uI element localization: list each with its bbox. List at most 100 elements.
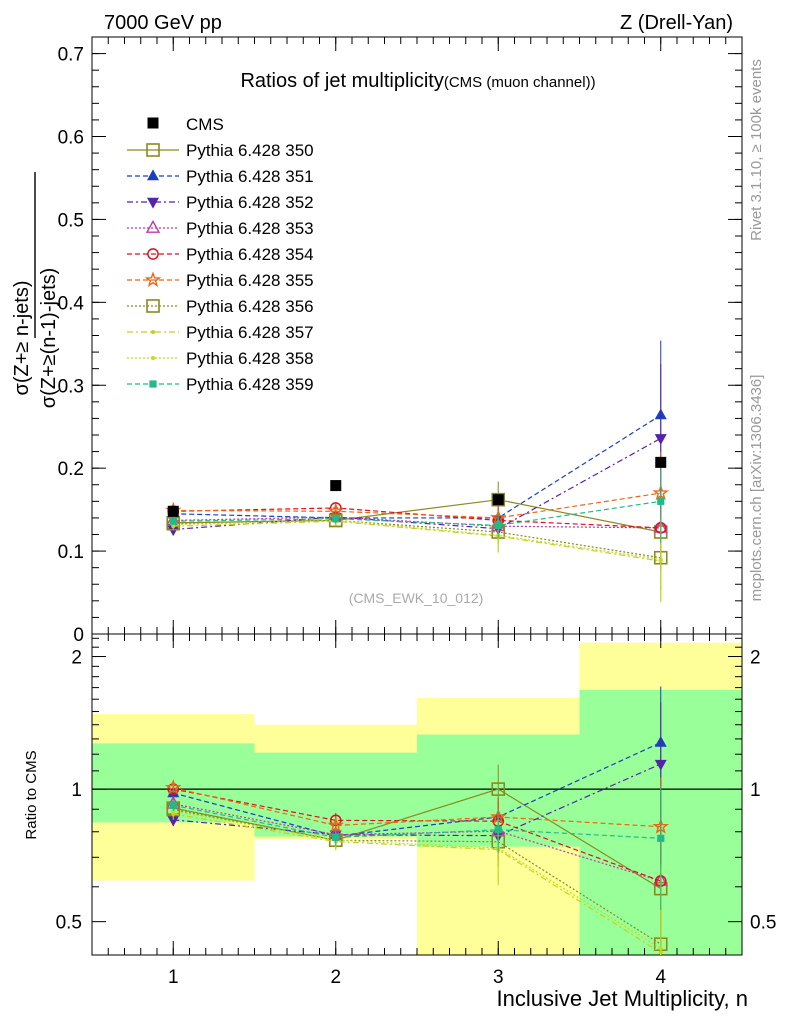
series-point <box>658 557 663 562</box>
cms-data <box>167 456 667 517</box>
ytick-label: 0.4 <box>58 293 85 314</box>
cms-point <box>167 505 179 517</box>
ratio-bands <box>92 642 742 955</box>
ytick-label: 0.6 <box>58 128 84 149</box>
series-line <box>173 516 661 529</box>
legend-label-cms: CMS <box>186 115 224 134</box>
ratio-series-line <box>173 788 662 890</box>
cms-point <box>492 494 504 506</box>
legend-label: Pythia 6.428 354 <box>186 245 314 264</box>
main-series <box>165 340 669 603</box>
ratio-point <box>658 946 663 951</box>
ratio-point <box>169 801 177 809</box>
series-8 <box>171 515 663 601</box>
ratio-point <box>657 834 665 842</box>
legend-marker-cms <box>147 117 159 129</box>
ytick-label: 0.5 <box>58 210 84 231</box>
legend-marker <box>145 219 161 233</box>
ratio-point <box>332 833 340 842</box>
ratio-ytick-label: 2 <box>71 648 82 669</box>
legend-label: Pythia 6.428 356 <box>186 297 314 316</box>
legend-label: Pythia 6.428 358 <box>186 349 314 368</box>
series-point <box>654 434 667 445</box>
rivet-label: Rivet 3.1.10, ≥ 100k events <box>748 59 765 241</box>
ytick-label: 0.1 <box>58 542 84 563</box>
legend-marker <box>151 356 155 360</box>
mcplots-label: mcplots.cern.ch [arXiv:1306.3436] <box>748 375 765 602</box>
series-6 <box>166 513 668 591</box>
ratio-ytick-label-right: 0.5 <box>750 913 776 934</box>
ratio-series-9 <box>169 786 665 911</box>
ratio-series <box>165 686 669 955</box>
chart-title-main: Ratios of jet multiplicity <box>240 70 443 92</box>
ratio-ytick-label: 0.5 <box>56 913 82 934</box>
series-line <box>173 520 661 562</box>
ratio-series-line <box>173 803 661 882</box>
ratio-ytick-label-right: 1 <box>750 780 761 801</box>
cms-point <box>655 456 667 468</box>
ratio-point <box>654 759 667 771</box>
ytick-label: 0.2 <box>58 459 84 480</box>
cms-point <box>330 480 342 492</box>
series-9 <box>169 459 665 543</box>
ratio-point <box>167 815 180 827</box>
legend-label: Pythia 6.428 355 <box>186 271 314 290</box>
legend-marker <box>147 248 159 260</box>
xtick-label: 4 <box>655 967 666 988</box>
legend-marker <box>144 271 162 287</box>
legend-label: Pythia 6.428 357 <box>186 323 314 342</box>
ratio-ylabel: Ratio to CMS <box>23 750 40 839</box>
series-line <box>173 519 661 559</box>
ratio-ytick-label-right: 2 <box>750 648 761 669</box>
series-line <box>173 500 661 526</box>
ratio-point <box>494 826 502 834</box>
analysis-watermark: (CMS_EWK_10_012) <box>349 590 484 606</box>
legend-label: Pythia 6.428 350 <box>186 141 314 160</box>
legend-label: Pythia 6.428 359 <box>186 375 314 394</box>
header-left: 7000 GeV pp <box>104 12 222 34</box>
ratio-series-line <box>173 787 661 828</box>
series-1 <box>167 340 667 531</box>
series-line <box>173 492 661 519</box>
main-axes: 0 0.1 0.2 0.3 0.4 0.5 0.6 0.7 <box>58 36 743 646</box>
legend-marker <box>147 169 159 181</box>
ratio-point <box>165 779 182 795</box>
legend-label: Pythia 6.428 352 <box>186 193 314 212</box>
ratio-series-line <box>173 813 662 954</box>
series-line <box>173 519 661 560</box>
ratio-series-line <box>173 742 661 837</box>
ratio-series-line <box>173 804 661 839</box>
legend-marker <box>151 330 155 334</box>
xtick-label: 3 <box>493 967 504 988</box>
ytick-label: 0.7 <box>58 45 84 66</box>
series-point <box>494 521 502 529</box>
ytick-label: 0.3 <box>58 376 84 397</box>
header-right: Z (Drell-Yan) <box>620 12 733 34</box>
ytick-label: 0 <box>73 625 84 646</box>
series-point <box>167 525 180 537</box>
ratio-ytick-label: 1 <box>71 780 82 801</box>
series-point <box>332 515 340 523</box>
ylabel-numerator: σ(Z+≥ n-jets) <box>11 281 33 396</box>
legend-marker <box>149 380 157 388</box>
ylabel-denominator: σ(Z+≥(n-1)-jets) <box>38 268 60 409</box>
chart-subtitle: (CMS (muon channel)) <box>444 74 596 91</box>
series-line <box>173 414 662 519</box>
legend: CMS Pythia 6.428 350 Pythia 6.428 351 Pythi… <box>127 115 314 394</box>
ratio-point <box>327 816 344 833</box>
series-point <box>657 497 665 505</box>
legend-label: Pythia 6.428 353 <box>186 219 314 238</box>
xtick-label: 2 <box>330 967 341 988</box>
xtick-label: 1 <box>168 967 179 988</box>
legend-marker <box>147 197 159 209</box>
chart-title: Ratios of jet multiplicity(CMS (muon cha… <box>240 70 595 92</box>
xlabel: Inclusive Jet Multiplicity, n <box>497 986 748 1011</box>
ratio-axes: 0.5 0.5 1 1 2 2 1 2 3 4 <box>56 633 776 988</box>
ratio-point <box>491 782 506 796</box>
series-point <box>169 517 177 525</box>
legend-marker <box>146 143 160 157</box>
legend-marker <box>146 299 160 313</box>
ratio-series-line <box>173 788 661 882</box>
legend-label: Pythia 6.428 351 <box>186 167 314 186</box>
